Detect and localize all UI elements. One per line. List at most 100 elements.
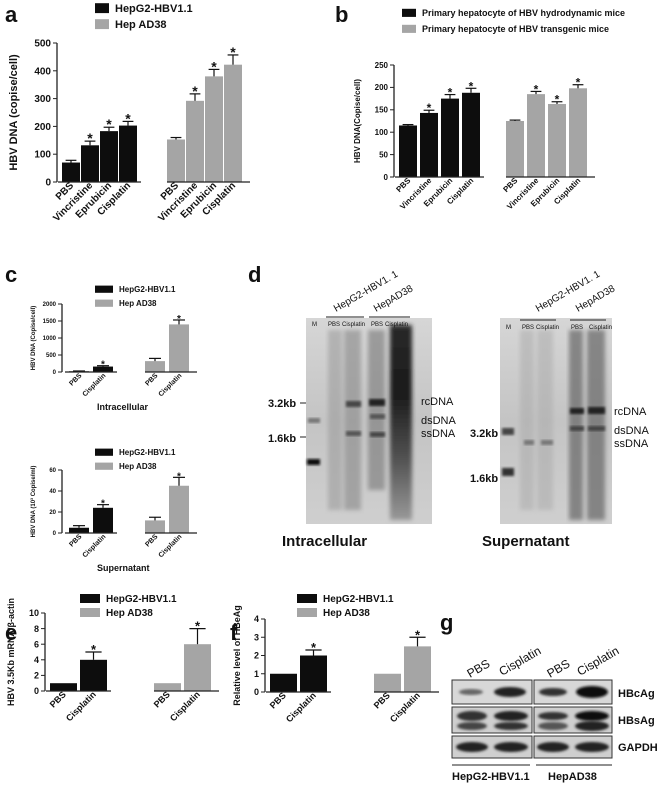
gel-d-right: M PBS Cisplatin PBS Cisplatin HepG2-HBV1… bbox=[470, 269, 650, 550]
gel-marker-label: M bbox=[312, 322, 317, 328]
gel-title: Supernatant bbox=[482, 533, 570, 550]
panel-label-c: c bbox=[5, 262, 17, 287]
lane-smear bbox=[537, 330, 553, 510]
gel-group-label: HepG2-HBV1. 1 bbox=[534, 269, 602, 315]
category-label: PBS bbox=[394, 176, 412, 194]
bar bbox=[300, 655, 327, 692]
significance-star: * bbox=[177, 314, 181, 325]
band-label: rcDNA bbox=[614, 406, 647, 418]
legend-label: Hep AD38 bbox=[119, 299, 157, 308]
blot-band bbox=[576, 686, 608, 698]
y-tick-label: 300 bbox=[34, 94, 51, 105]
panel-label-g: g bbox=[440, 610, 453, 635]
blot-band bbox=[456, 742, 488, 752]
band-label: dsDNA bbox=[614, 425, 650, 437]
y-axis-label: HBV DNA(Copise/cell) bbox=[353, 79, 362, 163]
panel-label-e: e bbox=[5, 620, 17, 645]
dna-band bbox=[570, 426, 584, 431]
y-tick-label: 20 bbox=[49, 510, 56, 516]
panel-label-d: d bbox=[248, 262, 261, 287]
legend-label: Hep AD38 bbox=[115, 19, 167, 31]
category-label: Cisplatin bbox=[82, 533, 108, 559]
band-label: dsDNA bbox=[421, 415, 457, 427]
legend-label: Primary hepatocyte of HBV hydrodynamic m… bbox=[422, 8, 625, 18]
significance-star: * bbox=[555, 93, 560, 107]
y-tick-label: 0 bbox=[45, 178, 51, 189]
blot-lane-label: Cisplatin bbox=[497, 643, 544, 678]
y-tick-label: 0 bbox=[53, 531, 57, 537]
blot-band bbox=[538, 712, 568, 720]
band-label: ssDNA bbox=[614, 438, 649, 450]
gel-title: Intracellular bbox=[282, 533, 367, 550]
y-axis-label: HBV 3.5Kb mRNA/β-actin bbox=[6, 598, 16, 706]
bar bbox=[62, 162, 80, 182]
significance-star: * bbox=[101, 499, 105, 510]
size-label: 3.2kb bbox=[470, 428, 498, 440]
legend-swatch bbox=[80, 594, 100, 603]
blot-group-label: HepG2-HBV1.1 bbox=[452, 771, 530, 783]
y-tick-label: 2000 bbox=[43, 302, 57, 308]
y-tick-label: 250 bbox=[375, 61, 389, 70]
y-tick-label: 1500 bbox=[43, 319, 57, 325]
significance-star: * bbox=[195, 619, 201, 634]
dna-band bbox=[588, 407, 605, 414]
blot-band bbox=[494, 722, 528, 730]
y-tick-label: 50 bbox=[379, 150, 388, 159]
bar bbox=[119, 125, 137, 182]
chart-c-intracellular: 0 500 1000 1500 2000 HBV DNA (Copise/cell) PBS… bbox=[31, 285, 197, 412]
blot-band bbox=[457, 711, 487, 721]
dna-band bbox=[370, 414, 385, 419]
gel-d-left: M PBS Cisplatin PBS Cisplatin HepG2-HBV1… bbox=[268, 269, 457, 550]
bar bbox=[169, 324, 189, 372]
blot-lane-label: PBS bbox=[465, 656, 493, 680]
bar bbox=[270, 673, 297, 692]
bar bbox=[548, 103, 566, 177]
category-label: PBS bbox=[268, 690, 288, 710]
legend-swatch bbox=[402, 8, 416, 17]
dna-band bbox=[369, 399, 385, 406]
legend-swatch bbox=[95, 3, 109, 14]
dna-band bbox=[346, 431, 361, 436]
blot-strip-gapdh-left bbox=[451, 735, 533, 759]
legend-label: Hep AD38 bbox=[119, 462, 157, 471]
significance-star: * bbox=[576, 76, 581, 90]
y-tick-label: 500 bbox=[34, 39, 51, 50]
bar bbox=[145, 361, 165, 372]
significance-star: * bbox=[311, 640, 317, 655]
category-label: Cisplatin bbox=[64, 689, 98, 723]
blot-band bbox=[457, 722, 487, 730]
significance-star: * bbox=[106, 116, 112, 132]
marker-band bbox=[308, 418, 320, 423]
x-axis-title: Supernatant bbox=[97, 563, 150, 573]
dna-band bbox=[370, 432, 385, 437]
gel-group-label: HepG2-HBV1. 1 bbox=[332, 269, 400, 315]
category-label: PBS bbox=[144, 372, 159, 387]
y-tick-label: 10 bbox=[29, 608, 39, 618]
bar bbox=[100, 131, 118, 182]
bar bbox=[441, 98, 459, 177]
blot-band bbox=[494, 687, 526, 697]
bar bbox=[93, 507, 113, 533]
lane-smear bbox=[520, 330, 534, 510]
legend-label: Primary hepatocyte of HBV transgenic mic… bbox=[422, 24, 609, 34]
bar bbox=[569, 88, 587, 177]
blot-row-label: GAPDH bbox=[618, 742, 658, 754]
x-axis-title: Intracellular bbox=[97, 402, 149, 412]
bar bbox=[399, 125, 417, 177]
dna-band bbox=[588, 426, 605, 431]
category-label: Cisplatin bbox=[158, 533, 184, 559]
size-label: 1.6kb bbox=[470, 473, 498, 485]
marker-band bbox=[502, 428, 514, 435]
blot-lane-label: PBS bbox=[545, 656, 573, 680]
lane-smear bbox=[587, 330, 605, 520]
y-tick-label: 1 bbox=[254, 669, 259, 679]
category-label: Cisplatin bbox=[284, 690, 318, 724]
legend-swatch bbox=[95, 19, 109, 30]
significance-star: * bbox=[230, 44, 236, 60]
legend-swatch bbox=[95, 448, 113, 456]
bar bbox=[224, 64, 242, 182]
bar bbox=[167, 139, 185, 182]
gel-lane-label: PBS bbox=[571, 325, 583, 331]
